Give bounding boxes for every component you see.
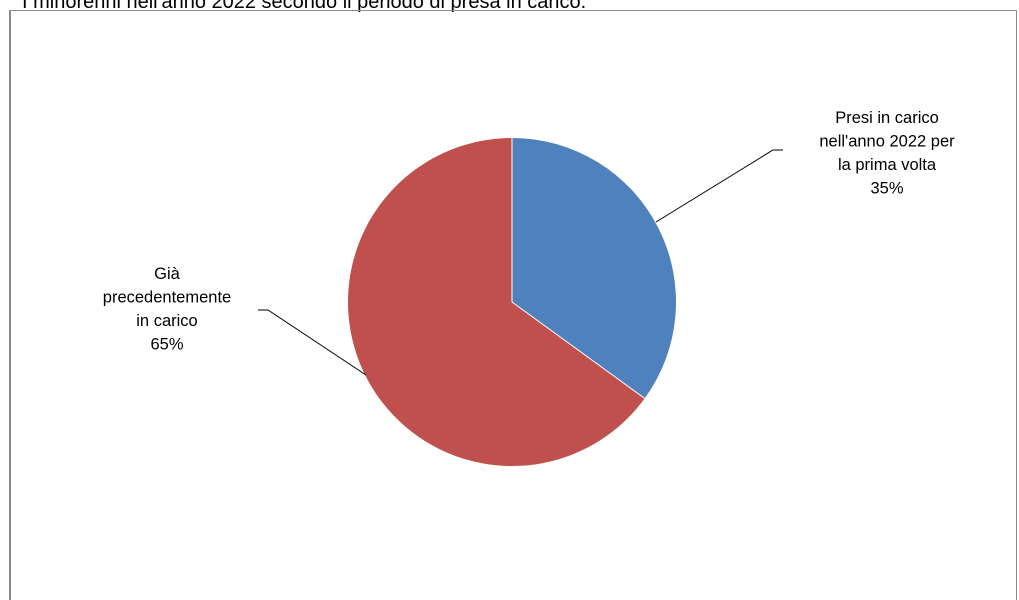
chart-frame: [9, 10, 1017, 600]
slice-label-2-line-2: precedentemente: [103, 289, 231, 307]
slice-value-label-2: 65%: [150, 336, 183, 354]
slice-value-label-1: 35%: [870, 180, 903, 198]
pie-slices: [348, 138, 677, 467]
slice-label-1-line-2: nell'anno 2022 per: [819, 133, 955, 151]
pie-slice-2: [348, 138, 645, 467]
slice-label-1-line-3: la prima volta: [838, 156, 937, 174]
slice-label-2-line-1: Già: [154, 265, 181, 283]
slice-label-2-line-3: in carico: [136, 312, 197, 330]
leader-line-1: [655, 149, 783, 223]
data-labels: Presi in carico nell'anno 2022 per la prim…: [103, 109, 955, 354]
slice-separator-2: [511, 301, 645, 399]
leader-line-2: [258, 309, 367, 376]
page-title: I minorenni nell'anno 2022 secondo il pe…: [22, 0, 587, 13]
pie-slice-1: [512, 138, 677, 399]
leader-lines: [258, 149, 783, 376]
slice-label-1-line-1: Presi in carico: [835, 109, 939, 127]
